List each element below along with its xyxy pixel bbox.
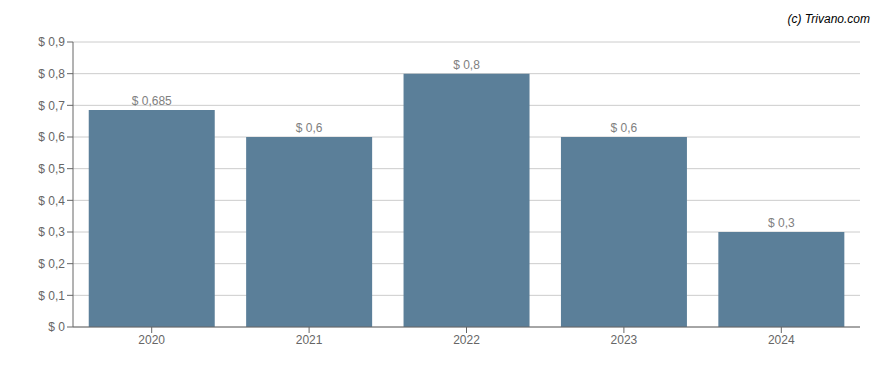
svg-text:$ 0,2: $ 0,2 (38, 257, 65, 271)
svg-text:$ 0,685: $ 0,685 (132, 94, 172, 108)
svg-text:$ 0,6: $ 0,6 (38, 130, 65, 144)
svg-text:$ 0,4: $ 0,4 (38, 194, 65, 208)
svg-text:$ 0,5: $ 0,5 (38, 162, 65, 176)
svg-text:$ 0,3: $ 0,3 (38, 225, 65, 239)
svg-text:2020: 2020 (138, 333, 165, 347)
svg-text:$ 0,6: $ 0,6 (611, 121, 638, 135)
svg-text:$ 0,3: $ 0,3 (768, 216, 795, 230)
svg-text:$ 0,7: $ 0,7 (38, 99, 65, 113)
svg-text:$ 0,9: $ 0,9 (38, 35, 65, 49)
svg-text:2023: 2023 (611, 333, 638, 347)
svg-text:$ 0,1: $ 0,1 (38, 289, 65, 303)
svg-text:$ 0,8: $ 0,8 (453, 58, 480, 72)
html-text:(c) Trivano.com: (c) Trivano.com (787, 12, 870, 26)
svg-text:$ 0,6: $ 0,6 (296, 121, 323, 135)
svg-text:2024: 2024 (768, 333, 795, 347)
svg-text:$ 0,8: $ 0,8 (38, 67, 65, 81)
svg-text:$ 0: $ 0 (48, 320, 65, 334)
svg-text:2021: 2021 (296, 333, 323, 347)
svg-text:2022: 2022 (453, 333, 480, 347)
